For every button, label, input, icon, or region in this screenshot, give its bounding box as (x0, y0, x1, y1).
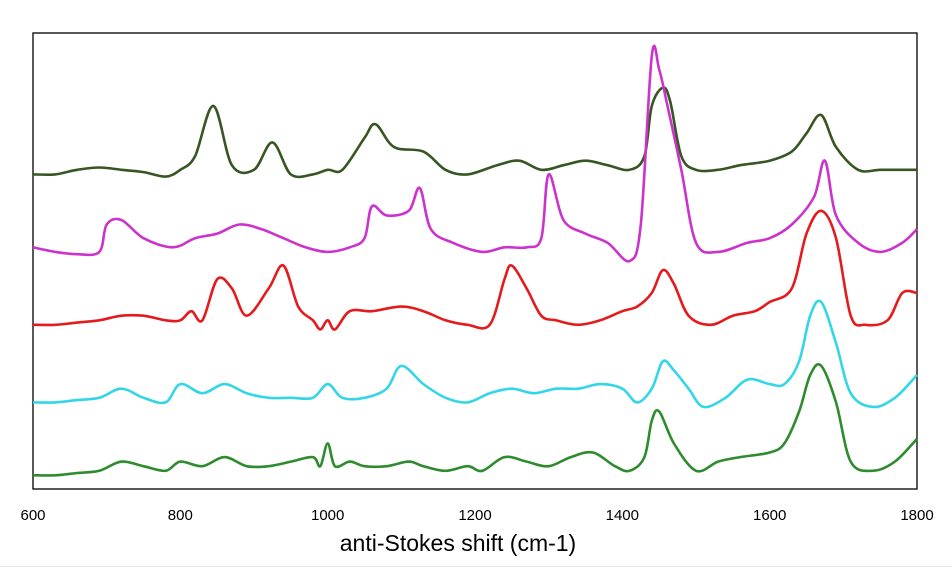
x-tick-label: 600 (20, 507, 45, 524)
spectrum-line-3 (32, 209, 918, 331)
x-tick-label: 1000 (311, 507, 344, 524)
spectrum-line-2 (32, 44, 918, 263)
x-tick-label: 1600 (753, 507, 786, 524)
plot-frame (32, 32, 918, 490)
spectrum-line-4 (32, 299, 918, 409)
bottom-divider (0, 566, 952, 567)
x-tick-label: 1400 (606, 507, 639, 524)
x-tick-label: 1800 (900, 507, 933, 524)
x-axis-ticks: 600 800 1000 1200 1400 1600 1800 (20, 507, 933, 524)
x-tick-label: 1200 (458, 507, 491, 524)
spectrum-line-5 (32, 363, 918, 477)
spectrum-line-1 (32, 86, 917, 179)
x-axis-title: anti-Stokes shift (cm-1) (340, 530, 576, 556)
series-layer (32, 44, 918, 477)
x-tick-label: 800 (168, 507, 193, 524)
